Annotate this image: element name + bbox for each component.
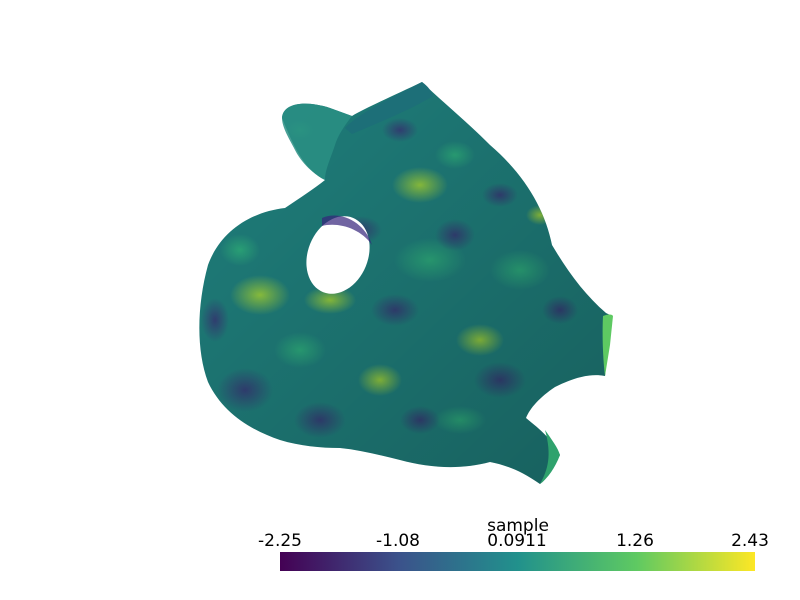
scalar-bar: sample -2.25 -1.08 0.0911 1.26 2.43 <box>255 515 775 575</box>
vessel-opening <box>306 216 370 294</box>
scalar-bar-title: sample <box>487 516 549 536</box>
heart-surface-mesh <box>199 82 613 484</box>
surface-noise-pattern <box>199 82 613 484</box>
left-appendage <box>282 103 352 180</box>
lower-vessel-stub <box>540 430 560 484</box>
scalar-tick-label-2: 0.0911 <box>487 531 547 551</box>
scalar-tick-label-4: 2.43 <box>731 531 769 551</box>
upper-vessel-rim <box>345 82 433 134</box>
scalar-tick-label-3: 1.26 <box>616 531 654 551</box>
scalar-tick-label-1: -1.08 <box>376 531 420 551</box>
opening-inner-rim <box>322 215 372 245</box>
scalar-tick-label-0: -2.25 <box>258 531 302 551</box>
colorbar-gradient <box>280 552 755 571</box>
right-vessel-stub <box>602 314 613 376</box>
